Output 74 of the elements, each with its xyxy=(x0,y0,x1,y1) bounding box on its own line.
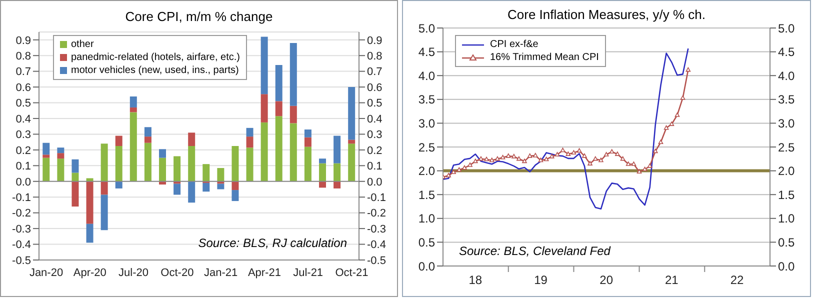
y2-tick-label: -0.4 xyxy=(367,239,386,252)
y2-tick-label: 2.0 xyxy=(418,164,436,178)
y2-tick-label: 0.4 xyxy=(367,113,382,126)
y-tick-label: -0.3 xyxy=(12,223,31,236)
y2-tick-label: -0.3 xyxy=(367,223,386,236)
x-tick-label: Jan-21 xyxy=(204,266,238,279)
y2-tick-label: 1.5 xyxy=(418,188,436,202)
y-tick-label: 0.5 xyxy=(16,98,31,110)
y2-tick-label: 0.1 xyxy=(367,160,382,173)
y-tick-label: 3.5 xyxy=(778,92,796,107)
y-tick-label: 1.0 xyxy=(778,212,796,226)
legend-label: 16% Trimmed Mean CPI xyxy=(490,52,599,63)
annotation: Source: BLS, RJ calculation xyxy=(198,236,347,250)
y2-tick-label: 0.9 xyxy=(367,34,382,47)
y-tick-label: -0.4 xyxy=(12,239,31,252)
y-tick-label: 0.7 xyxy=(16,66,31,78)
x-tick-label: 20 xyxy=(600,273,614,287)
y2-tick-label: 0.5 xyxy=(367,98,382,110)
y-tick-label: 2.5 xyxy=(778,140,796,154)
y-tick-label: -0.5 xyxy=(12,254,31,267)
chart-title: Core CPI, m/m % change xyxy=(124,9,274,24)
y2-tick-label: 0.6 xyxy=(367,82,382,94)
chart-title: Core Inflation Measures, y/y % ch. xyxy=(506,7,706,22)
y-tick-label: 3.0 xyxy=(778,116,796,130)
x-tick-label: Apr-21 xyxy=(248,266,281,279)
y-tick-label: 0.9 xyxy=(16,34,31,47)
y-tick-label: 5.0 xyxy=(778,21,796,36)
y-tick-label: 2.0 xyxy=(778,164,796,178)
y-tick-label: 0.1 xyxy=(16,160,31,173)
y-tick-label: 0.4 xyxy=(16,113,31,126)
y-tick-label: 0.3 xyxy=(16,129,31,142)
y2-tick-label: 4.0 xyxy=(418,68,436,83)
x-tick-label: Jul-21 xyxy=(293,266,324,279)
y-tick-label: 4.0 xyxy=(778,68,796,83)
y2-tick-label: 0.0 xyxy=(367,176,382,188)
x-tick-label: 19 xyxy=(534,273,548,287)
y2-tick-label: 1.0 xyxy=(418,212,436,226)
y2-tick-label: -0.2 xyxy=(367,208,386,220)
y2-tick-label: 0.7 xyxy=(367,66,382,78)
x-tick-label: Apr-20 xyxy=(73,266,106,279)
y2-tick-label: 2.5 xyxy=(418,140,436,154)
legend-label: other xyxy=(71,39,94,50)
y-tick-label: 0.0 xyxy=(778,259,796,274)
y-tick-label: 0.0 xyxy=(16,176,31,188)
x-tick-label: 21 xyxy=(665,273,679,287)
y2-tick-label: 5.0 xyxy=(418,21,436,36)
legend-label: panedmic-related (hotels, airfare, etc.) xyxy=(71,52,240,63)
y2-tick-label: 0.5 xyxy=(418,235,436,250)
y2-tick-label: 0.2 xyxy=(367,144,382,157)
x-tick-label: 22 xyxy=(730,273,744,287)
y-tick-label: -0.1 xyxy=(12,192,31,204)
y-tick-label: 0.8 xyxy=(16,50,31,62)
x-tick-label: 18 xyxy=(468,273,482,287)
y2-tick-label: -0.1 xyxy=(367,192,386,204)
y-tick-label: 0.2 xyxy=(16,144,31,157)
x-tick-label: Oct-21 xyxy=(335,266,368,279)
y2-tick-label: 0.0 xyxy=(418,259,436,274)
y-tick-label: 0.5 xyxy=(778,235,796,250)
y2-tick-label: 3.0 xyxy=(418,116,436,130)
y2-tick-label: 4.5 xyxy=(418,45,436,60)
y2-tick-label: 3.5 xyxy=(418,92,436,107)
y-tick-label: -0.2 xyxy=(12,208,31,220)
y-tick-label: 0.6 xyxy=(16,82,31,94)
legend-label: CPI ex-f&e xyxy=(490,39,538,50)
y-tick-label: 4.5 xyxy=(778,45,796,60)
y-tick-label: 1.5 xyxy=(778,188,796,202)
y2-tick-label: -0.5 xyxy=(367,254,386,267)
x-tick-label: Oct-20 xyxy=(160,266,194,279)
x-tick-label: Jul-20 xyxy=(118,266,149,279)
y2-tick-label: 0.8 xyxy=(367,50,382,62)
annotation: Source: BLS, Cleveland Fed xyxy=(459,244,610,258)
y2-tick-label: 0.3 xyxy=(367,129,382,142)
legend-label: motor vehicles (new, used, ins., parts) xyxy=(71,65,239,76)
x-tick-label: Jan-20 xyxy=(29,266,64,279)
